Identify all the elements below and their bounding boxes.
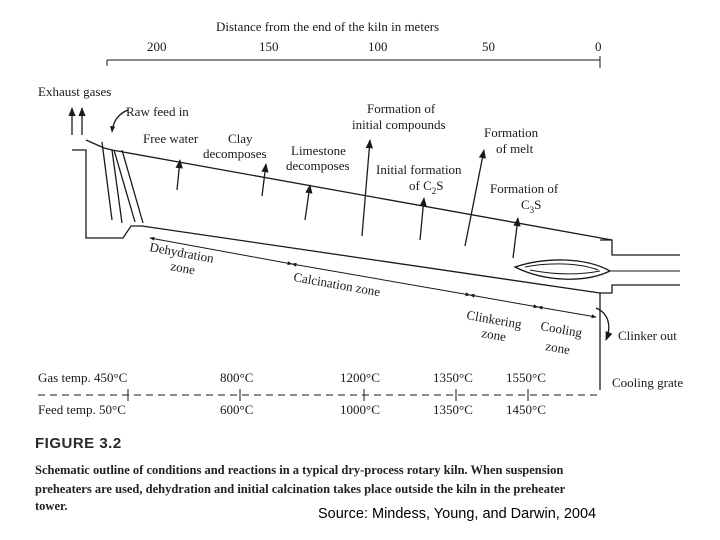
distance-axis: Distance from the end of the kiln in met… [106,19,602,68]
exhaust-arrows [68,107,86,135]
formation-initial-compounds-label: initial compounds [352,117,446,132]
axis-tick-label: 0 [595,39,602,54]
temperature-table: Gas temp. 450°C 800°C 1200°C 1350°C 1550… [38,370,598,417]
figure-caption: FIGURE 3.2 Schematic outline of conditio… [35,435,596,522]
formation-c3s-label: Formation of [490,181,559,196]
axis-tick-label: 200 [147,39,167,54]
caption-line: tower. [35,499,68,513]
process-labels: Exhaust gases Raw feed in Free water Cla… [38,84,683,390]
reaction-arrows [175,139,521,259]
limestone-decomposes-label: decomposes [286,158,350,173]
initial-formation-c2s-label: Initial formation [376,162,462,177]
zone-labels: Dehydration zone Calcination zone Clinke… [148,239,583,357]
gas-temp-value: 1550°C [506,370,546,385]
free-water-label: Free water [143,131,199,146]
gas-temp-value: 1350°C [433,370,473,385]
axis-tick-label: 50 [482,39,495,54]
source-credit: Source: Mindess, Young, and Darwin, 2004 [318,506,596,522]
gas-temp-value: 1200°C [340,370,380,385]
clinker-out-label: Clinker out [618,328,677,343]
cooling-zone-label: Cooling [539,318,583,340]
c3s-label: C3S [521,197,541,215]
feed-temp-value: 1450°C [506,402,546,417]
figure-number: FIGURE 3.2 [35,435,122,452]
gas-temp-label: Gas temp. 450°C [38,370,127,385]
gas-temp-value: 800°C [220,370,253,385]
exhaust-gases-label: Exhaust gases [38,84,111,99]
axis-tick-label: 150 [259,39,279,54]
calcination-zone-label: Calcination zone [292,269,381,299]
feed-tower [72,139,144,239]
feed-temp-value: 1350°C [433,402,473,417]
raw-feed-in-label: Raw feed in [126,104,189,119]
raw-feed-arrow [109,109,129,133]
of-melt-label: of melt [496,141,534,156]
cooling-zone-label-2: zone [544,338,571,357]
clinkering-zone-label-2: zone [480,325,507,344]
of-c2s-label: of C2S [409,178,443,196]
dehydration-zone-label-2: zone [169,258,196,277]
clinker-out-arrow [595,307,613,341]
burner-flame [513,259,680,280]
axis-title: Distance from the end of the kiln in met… [216,19,439,34]
formation-melt-label: Formation [484,125,539,140]
feed-temp-label: Feed temp. 50°C [38,402,126,417]
clay-decomposes-label: decomposes [203,146,267,161]
kiln-body [111,149,680,390]
axis-tick-label: 100 [368,39,388,54]
limestone-label: Limestone [291,143,346,158]
feed-temp-value: 600°C [220,402,253,417]
zone-arrows [149,236,597,319]
cooling-grate-label: Cooling grate [612,375,683,390]
feed-temp-value: 1000°C [340,402,380,417]
clay-label: Clay [228,131,253,146]
caption-line: preheaters are used, dehydration and ini… [35,482,566,496]
caption-line: Schematic outline of conditions and reac… [35,463,563,477]
formation-initial-label: Formation of [367,101,436,116]
